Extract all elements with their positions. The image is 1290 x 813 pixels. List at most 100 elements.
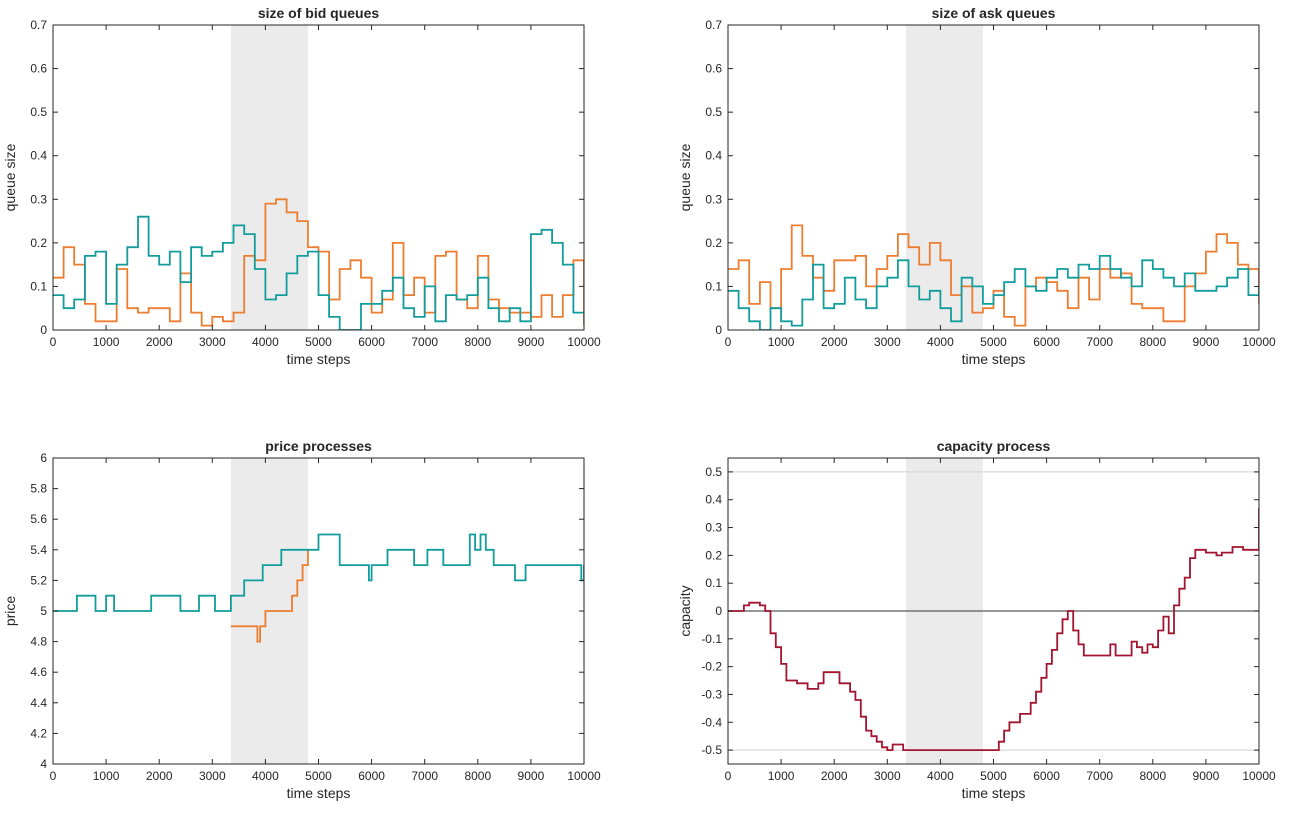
- capacity-ytick-label: 0.1: [705, 576, 722, 590]
- bid-series-1: [53, 215, 584, 330]
- capacity-series-0: [728, 508, 1259, 751]
- bid-xtick-label: 10000: [567, 335, 601, 349]
- bid-xtick-label: 1000: [93, 335, 120, 349]
- capacity-ytick-label: -0.4: [701, 715, 722, 729]
- price-xtick-label: 9000: [518, 769, 545, 783]
- bid-ytick-label: 0.5: [30, 105, 47, 119]
- ask-ytick-label: 0: [715, 323, 722, 337]
- ask-title: size of ask queues: [932, 5, 1056, 21]
- ask-xtick-label: 1000: [768, 335, 795, 349]
- price-ytick-label: 5.8: [30, 482, 47, 496]
- capacity-chart: 0 1000 2000 3000 4000 5000 6000 7000 8000 9000 100…: [677, 438, 1276, 801]
- price-ytick-label: 4.4: [30, 696, 47, 710]
- bid-xtick-label: 3000: [199, 335, 226, 349]
- price-xtick-label: 10000: [567, 769, 601, 783]
- ask-xtick-label: 7000: [1086, 335, 1113, 349]
- capacity-xtick-label: 2000: [821, 769, 848, 783]
- price-xtick-label: 5000: [305, 769, 332, 783]
- price-ytick-label: 4.2: [30, 726, 47, 740]
- ask-xtick-label: 3000: [874, 335, 901, 349]
- ask-x-axis-label: time steps: [962, 351, 1026, 367]
- price-xtick-label: 1000: [93, 769, 120, 783]
- price-x-axis-label: time steps: [287, 785, 351, 801]
- ask-xtick-label: 8000: [1139, 335, 1166, 349]
- ask-xtick-label: 4000: [927, 335, 954, 349]
- capacity-x-axis-label: time steps: [962, 785, 1026, 801]
- ask-ytick-label: 0.3: [705, 192, 722, 206]
- capacity-ytick-label: -0.1: [701, 632, 722, 646]
- capacity-ytick-label: -0.5: [701, 743, 722, 757]
- ask-ytick-label: 0.2: [705, 236, 722, 250]
- bid-ytick-label: 0.4: [30, 149, 47, 163]
- ask-ytick-label: 0.1: [705, 279, 722, 293]
- bid-x-axis-label: time steps: [287, 351, 351, 367]
- bid-xtick-label: 8000: [464, 335, 491, 349]
- price-ytick-label: 5.2: [30, 573, 47, 587]
- bid-xtick-label: 2000: [146, 335, 173, 349]
- bid-ytick-label: 0.6: [30, 62, 47, 76]
- bid-ytick-label: 0.3: [30, 192, 47, 206]
- ask-xtick-label: 0: [725, 335, 732, 349]
- bid-ytick-label: 0.7: [30, 18, 47, 32]
- bid-shaded-region: [230, 25, 308, 330]
- bid-ytick-label: 0.2: [30, 236, 47, 250]
- capacity-xtick-label: 4000: [927, 769, 954, 783]
- capacity-xtick-label: 8000: [1139, 769, 1166, 783]
- capacity-ytick-label: 0.4: [705, 493, 722, 507]
- ask-xtick-label: 2000: [821, 335, 848, 349]
- price-xtick-label: 8000: [464, 769, 491, 783]
- ask-ytick-label: 0.6: [705, 62, 722, 76]
- ask-series-1: [728, 255, 1259, 330]
- bid-chart: 0 1000 2000 3000 4000 5000 6000 7000 8000 9000 100…: [2, 5, 601, 367]
- price-xtick-label: 6000: [358, 769, 385, 783]
- capacity-xtick-label: 5000: [980, 769, 1007, 783]
- bid-series-0: [53, 198, 584, 327]
- price-series-1: [53, 533, 584, 612]
- price-ytick-label: 5.6: [30, 512, 47, 526]
- capacity-xtick-label: 1000: [768, 769, 795, 783]
- price-chart: 0 1000 2000 3000 4000 5000 6000 7000 8000 9000 100…: [2, 438, 601, 801]
- bid-xtick-label: 9000: [518, 335, 545, 349]
- ask-chart: 0 1000 2000 3000 4000 5000 6000 7000 8000 9000 100…: [677, 5, 1276, 367]
- price-ytick-label: 4: [40, 757, 47, 771]
- ask-xtick-label: 6000: [1033, 335, 1060, 349]
- price-ytick-label: 4.8: [30, 635, 47, 649]
- price-ytick-label: 6: [40, 451, 47, 465]
- ask-xtick-label: 5000: [980, 335, 1007, 349]
- price-y-axis-label: price: [2, 596, 18, 627]
- price-xtick-label: 3000: [199, 769, 226, 783]
- price-xtick-label: 0: [50, 769, 57, 783]
- capacity-y-axis-label: capacity: [677, 585, 693, 636]
- bid-xtick-label: 5000: [305, 335, 332, 349]
- price-ytick-label: 4.6: [30, 665, 47, 679]
- ask-plot-area: [728, 25, 1259, 330]
- price-ytick-label: 5.4: [30, 543, 47, 557]
- ask-ytick-label: 0.7: [705, 18, 722, 32]
- capacity-ytick-label: 0.3: [705, 521, 722, 535]
- capacity-ytick-label: -0.2: [701, 660, 722, 674]
- capacity-xtick-label: 10000: [1242, 769, 1276, 783]
- capacity-ytick-label: -0.3: [701, 687, 722, 701]
- bid-xtick-label: 7000: [411, 335, 438, 349]
- bid-title: size of bid queues: [258, 5, 380, 21]
- bid-ytick-label: 0: [40, 323, 47, 337]
- bid-xtick-label: 6000: [358, 335, 385, 349]
- ask-y-axis-label: queue size: [677, 143, 693, 211]
- capacity-ytick-label: 0: [715, 604, 722, 618]
- bid-xtick-label: 4000: [252, 335, 279, 349]
- bid-y-axis-label: queue size: [2, 143, 18, 211]
- bid-xtick-label: 0: [50, 335, 57, 349]
- price-series-0: [230, 549, 309, 643]
- ask-ytick-label: 0.5: [705, 105, 722, 119]
- capacity-xtick-label: 6000: [1033, 769, 1060, 783]
- ask-ytick-label: 0.4: [705, 149, 722, 163]
- ask-xtick-label: 10000: [1242, 335, 1276, 349]
- capacity-xtick-label: 3000: [874, 769, 901, 783]
- ask-xtick-label: 9000: [1193, 335, 1220, 349]
- bid-ytick-label: 0.1: [30, 279, 47, 293]
- price-xtick-label: 7000: [411, 769, 438, 783]
- ask-shaded-region: [905, 25, 983, 330]
- capacity-xtick-label: 9000: [1193, 769, 1220, 783]
